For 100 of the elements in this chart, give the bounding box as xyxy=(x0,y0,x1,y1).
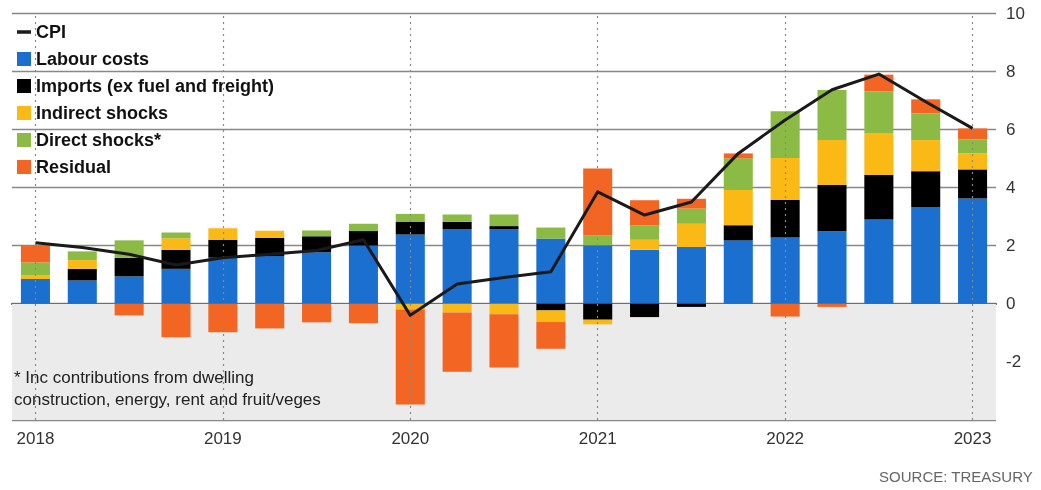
legend-label: Direct shocks* xyxy=(36,130,162,150)
bar xyxy=(958,128,988,140)
bar xyxy=(442,312,472,372)
bar xyxy=(817,185,847,232)
bar xyxy=(255,256,285,304)
legend-label: CPI xyxy=(36,22,67,42)
bar xyxy=(723,190,753,226)
bar xyxy=(114,257,144,277)
y-tick-label: 2 xyxy=(1006,236,1016,256)
bar xyxy=(911,113,941,141)
bar xyxy=(536,303,566,311)
bar xyxy=(864,174,894,220)
bar xyxy=(583,245,613,304)
bar xyxy=(958,198,988,304)
source-note: SOURCE: TREASURY xyxy=(879,468,1033,485)
bar xyxy=(864,133,894,175)
bar xyxy=(67,268,97,281)
bar xyxy=(489,303,519,315)
bar xyxy=(676,303,706,307)
bar xyxy=(911,171,941,207)
bar xyxy=(395,309,425,405)
bar xyxy=(958,169,988,199)
bar xyxy=(20,279,50,304)
bar xyxy=(630,303,660,318)
bar xyxy=(817,303,847,307)
bar xyxy=(395,222,425,235)
bar xyxy=(817,231,847,304)
bar xyxy=(770,158,800,200)
bar xyxy=(536,238,566,304)
legend-label: Imports (ex fuel and freight) xyxy=(36,76,275,96)
x-tick-label: 2023 xyxy=(953,429,992,448)
bar xyxy=(208,239,238,258)
bar xyxy=(911,206,941,304)
bar xyxy=(817,140,847,186)
bar xyxy=(442,229,472,304)
bar xyxy=(255,303,285,329)
bar xyxy=(395,234,425,304)
x-tick-label: 2019 xyxy=(203,429,242,448)
bar xyxy=(442,214,472,222)
legend-label: Residual xyxy=(36,157,112,177)
y-tick-label: 4 xyxy=(1006,177,1016,197)
bar xyxy=(770,111,800,159)
bar xyxy=(255,230,285,239)
bar xyxy=(723,240,753,304)
bar xyxy=(723,158,753,191)
bar xyxy=(770,237,800,304)
x-tick-label: 2021 xyxy=(578,429,617,448)
bar xyxy=(630,225,660,240)
bar xyxy=(489,214,519,227)
bar xyxy=(208,257,238,304)
bar xyxy=(114,303,144,316)
y-tick-label: -2 xyxy=(1006,352,1022,372)
bar xyxy=(161,268,191,304)
bar xyxy=(302,252,332,304)
bar xyxy=(958,153,988,170)
bar xyxy=(676,208,706,224)
bar xyxy=(770,199,800,238)
bar xyxy=(583,235,613,246)
bar xyxy=(395,213,425,223)
bar xyxy=(348,223,378,232)
bar xyxy=(67,251,97,261)
bar xyxy=(958,139,988,154)
line-series xyxy=(33,72,975,317)
bar xyxy=(630,249,660,304)
y-tick-label: 10 xyxy=(1006,3,1025,23)
bar xyxy=(442,303,472,313)
legend-label: Indirect shocks xyxy=(36,103,169,123)
bar xyxy=(348,303,378,324)
bar xyxy=(489,226,519,229)
x-tick-label: 2018 xyxy=(16,429,55,448)
bar xyxy=(20,262,50,276)
bar xyxy=(208,303,238,333)
bar xyxy=(20,244,50,263)
bar xyxy=(161,238,191,250)
bar xyxy=(114,276,144,304)
x-tick-label: 2022 xyxy=(766,429,805,448)
bar xyxy=(208,228,238,240)
bar xyxy=(442,221,472,229)
bar xyxy=(161,303,191,338)
bar xyxy=(676,223,706,248)
bar xyxy=(348,245,378,304)
bar xyxy=(817,90,847,141)
bar xyxy=(864,91,894,134)
legend-label: Labour costs xyxy=(36,49,150,69)
bar xyxy=(676,247,706,304)
bar xyxy=(723,225,753,241)
x-tick-label: 2020 xyxy=(391,429,430,448)
y-tick-label: 0 xyxy=(1006,294,1016,314)
bar xyxy=(583,168,613,236)
annotation: * Inc contributions from dwelling construction, energy, rent and fruit/veges xyxy=(14,367,321,409)
bar xyxy=(864,219,894,304)
bar xyxy=(536,227,566,239)
bar xyxy=(536,310,566,323)
bar xyxy=(67,260,97,269)
bar xyxy=(770,303,800,317)
bar xyxy=(302,303,332,323)
bar xyxy=(302,230,332,237)
bar xyxy=(536,322,566,349)
bar xyxy=(489,229,519,304)
bar xyxy=(583,303,613,320)
